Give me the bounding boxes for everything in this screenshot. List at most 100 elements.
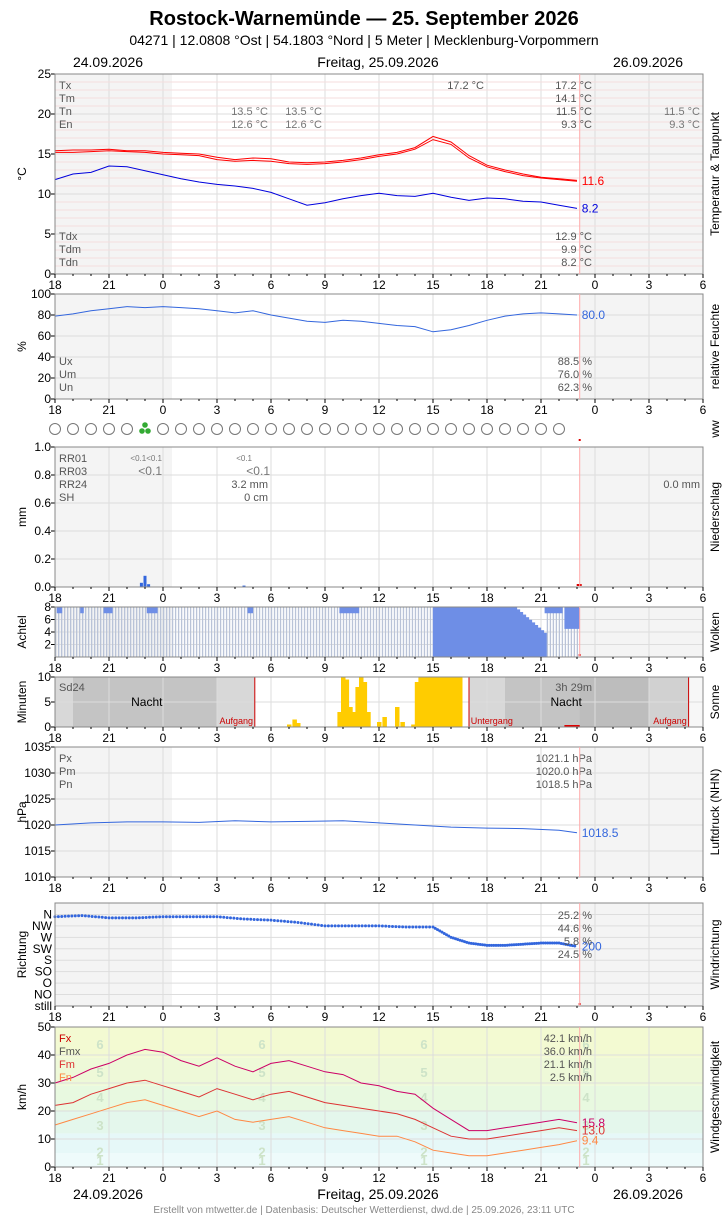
windspeed-beaufort-label: 6: [96, 1037, 103, 1052]
winddir-point: [121, 916, 124, 920]
windspeed-ylabel: km/h: [15, 1084, 29, 1110]
clouds-bar: [246, 607, 249, 657]
pressure-ytick-label: 1025: [24, 792, 51, 806]
sunshine-bar: [287, 724, 292, 727]
clouds-bar: [243, 607, 246, 657]
pressure-ytick-label: 1030: [24, 766, 51, 780]
temperature-xtick-label: 12: [372, 278, 386, 292]
clouds-bar: [240, 607, 243, 657]
clouds-bar: [342, 607, 345, 657]
temperature-ytick-label: 25: [38, 67, 52, 81]
clouds-bar: [312, 607, 315, 657]
clouds-xtick-label: 6: [700, 661, 707, 675]
windspeed-xtick-label: 18: [480, 1171, 494, 1185]
winddir-point: [148, 915, 151, 919]
winddir-point: [171, 915, 175, 919]
clouds-bar: [204, 607, 207, 657]
winddir-point: [110, 916, 114, 920]
winddir-point: [401, 925, 405, 929]
windspeed-beaufort-label: 2: [582, 1145, 589, 1160]
winddir-point: [571, 944, 574, 948]
winddir-point: [229, 916, 232, 920]
precipitation-xtick-label: 3: [214, 591, 221, 605]
winddir-xtick-label: 0: [160, 1010, 167, 1024]
clouds-ylabel: Achtel: [15, 615, 29, 648]
humidity-end-label: 80.0: [582, 308, 606, 322]
pressure-xtick-label: 0: [592, 881, 599, 895]
winddir-point: [523, 942, 527, 946]
winddir-point: [94, 915, 97, 919]
sunshine-bar: [425, 677, 431, 727]
sunshine-sunrise-label: Aufgang: [653, 716, 687, 726]
sunshine-xtick-label: 6: [700, 731, 707, 745]
winddir-point: [499, 943, 502, 947]
winddir-point: [521, 942, 525, 946]
clouds-bar: [372, 607, 375, 657]
temperature-stat-label: Tx: [59, 80, 72, 92]
clouds-bar: [483, 607, 488, 657]
humidity-stat-label: Um: [59, 369, 76, 381]
clouds-bar: [552, 607, 555, 657]
windspeed-ytick-label: 20: [38, 1104, 52, 1118]
winddir-point: [380, 924, 384, 928]
clouds-bar: [192, 607, 195, 657]
winddir-bg-night-left: [55, 903, 172, 1006]
windspeed-series-1: [54, 1079, 578, 1140]
windspeed-ytick-label: 0: [44, 1160, 51, 1174]
clouds-bar: [513, 607, 518, 657]
winddir-point: [431, 925, 435, 929]
clouds-bar: [477, 607, 482, 657]
clouds-bar-overcast: [564, 607, 580, 629]
windspeed-beaufort-label: 3: [258, 1118, 265, 1133]
weather-symbol-cloudy: [49, 423, 61, 435]
pressure-xtick-label: 0: [160, 881, 167, 895]
winddir-point: [501, 943, 505, 947]
windspeed-end-label: 15.8: [582, 1116, 606, 1130]
clouds-bar: [78, 607, 81, 657]
weather-now-marker: [578, 439, 581, 441]
winddir-point: [562, 942, 565, 946]
pressure-xtick-label: 6: [700, 881, 707, 895]
clouds-bar: [168, 607, 171, 657]
winddir-point: [449, 935, 453, 939]
winddir-point: [512, 943, 516, 947]
humidity-xtick-label: 18: [480, 403, 494, 417]
clouds-bar: [81, 607, 84, 657]
clouds-bar: [207, 607, 210, 657]
winddir-point: [181, 915, 185, 919]
winddir-point: [370, 924, 374, 928]
winddir-point: [107, 916, 111, 920]
sunshine-bar: [447, 677, 452, 727]
winddir-point: [478, 942, 482, 946]
winddir-point: [235, 916, 239, 920]
winddir-point: [454, 937, 457, 941]
weather-symbol-drizzle: [139, 428, 145, 434]
sunshine-xtick-label: 21: [102, 731, 116, 745]
weather-symbol-drizzle: [145, 428, 151, 434]
weather-symbol-cloudy: [427, 423, 439, 435]
clouds-bar: [429, 607, 432, 657]
clouds-bar: [126, 607, 129, 657]
clouds-bar: [327, 607, 330, 657]
windspeed-beaufort-label: 5: [96, 1065, 103, 1080]
precipitation-xtick-label: 18: [48, 591, 62, 605]
winddir-point: [532, 941, 536, 945]
winddir-point: [242, 917, 246, 921]
winddir-point: [178, 915, 182, 919]
windspeed-beaufort-label: 6: [258, 1037, 265, 1052]
clouds-bar: [384, 607, 387, 657]
winddir-point: [67, 914, 70, 918]
pressure-ytick-label: 1035: [24, 740, 51, 754]
clouds-bar: [261, 607, 264, 657]
winddir-point: [63, 914, 67, 918]
clouds-bar: [144, 607, 147, 657]
pressure-stat-value: 1021.1 hPa: [536, 753, 593, 765]
clouds-bar-overcast: [80, 607, 84, 614]
sunshine-bar: [344, 679, 350, 727]
chart-title: Rostock-Warnemünde — 25. September 2026: [149, 8, 578, 30]
winddir-point: [222, 915, 226, 919]
weather-symbol-cloudy: [103, 423, 115, 435]
winddir-xtick-label: 9: [322, 1010, 329, 1024]
clouds-ytick-label: 2: [44, 638, 51, 652]
clouds-bar: [396, 607, 399, 657]
